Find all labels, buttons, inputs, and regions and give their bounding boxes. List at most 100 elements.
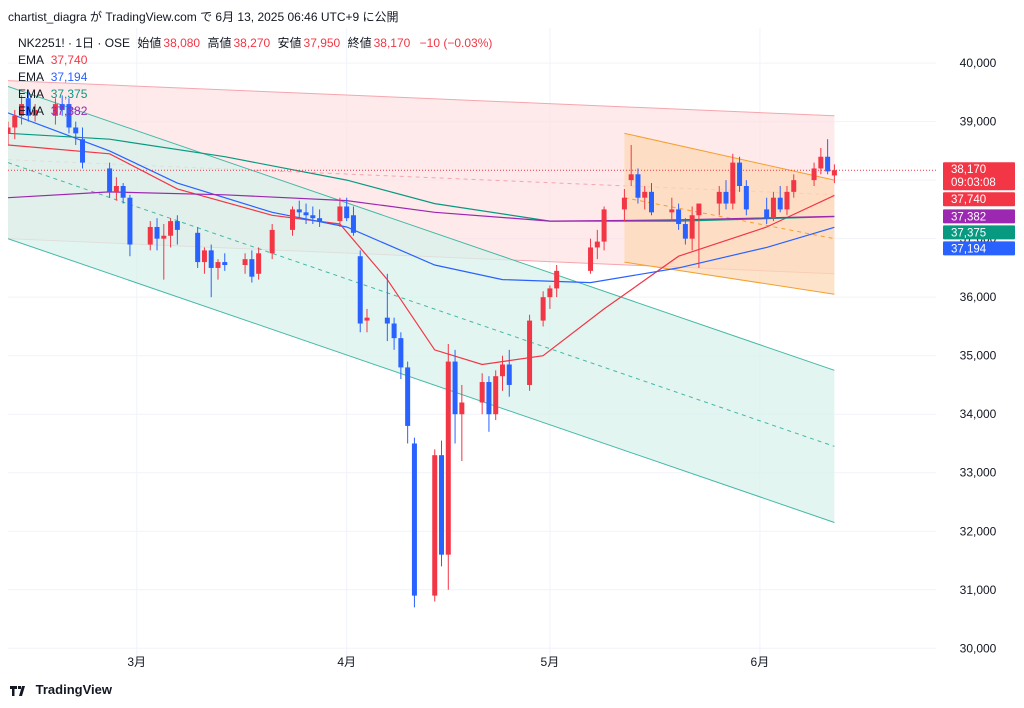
candle-down[interactable]: [391, 323, 397, 339]
candle-up[interactable]: [601, 209, 607, 242]
candle-down[interactable]: [208, 250, 214, 268]
candle-up[interactable]: [628, 174, 634, 181]
candle-down[interactable]: [222, 262, 228, 265]
candle-up[interactable]: [547, 288, 553, 298]
candle-up[interactable]: [337, 206, 343, 222]
candle-down[interactable]: [486, 382, 492, 415]
candle-up[interactable]: [215, 262, 221, 268]
candle-up[interactable]: [242, 259, 248, 265]
candle-up[interactable]: [113, 186, 119, 192]
candle-down[interactable]: [764, 209, 770, 219]
candle-up[interactable]: [445, 361, 451, 555]
candle-down[interactable]: [120, 186, 126, 198]
candle-up[interactable]: [168, 221, 174, 236]
candle-up[interactable]: [364, 317, 370, 321]
chart-frame[interactable]: 30,000 31,000 32,000 33,000 34,000 35,000 36,0…: [5, 28, 1016, 676]
candle-down[interactable]: [649, 191, 655, 213]
candle-up[interactable]: [811, 168, 817, 181]
candle-down[interactable]: [303, 212, 309, 216]
candle-up[interactable]: [588, 247, 594, 271]
candle-down[interactable]: [357, 256, 363, 324]
candle-down[interactable]: [398, 338, 404, 368]
candle-down[interactable]: [107, 168, 113, 192]
candle-down[interactable]: [682, 224, 688, 239]
candle-up[interactable]: [784, 191, 790, 210]
candle-down[interactable]: [344, 206, 350, 219]
candle-down[interactable]: [723, 191, 729, 204]
ema-line-2: [7, 112, 835, 284]
candle-up[interactable]: [696, 203, 702, 216]
candle-down[interactable]: [195, 232, 201, 263]
candle-up[interactable]: [594, 241, 600, 248]
y-tick-label: 35,000: [960, 349, 997, 363]
candle-up[interactable]: [669, 209, 675, 213]
orange-channel-upper-line: [624, 132, 835, 181]
candle-down[interactable]: [777, 197, 783, 210]
candle-up[interactable]: [554, 270, 560, 289]
candle-up[interactable]: [818, 156, 824, 169]
symbol-label[interactable]: NK2251! · 1日 · OSE: [18, 36, 131, 50]
candle-up[interactable]: [716, 191, 722, 204]
ema-row-2[interactable]: EMA 37,194: [18, 69, 492, 86]
candle-up[interactable]: [499, 364, 505, 377]
candle-down[interactable]: [452, 361, 458, 415]
ema-line-4: [7, 191, 835, 222]
candle-up[interactable]: [642, 191, 648, 198]
tradingview-footer[interactable]: TradingView: [10, 682, 112, 700]
candle-up[interactable]: [5, 127, 11, 134]
candle-down[interactable]: [154, 226, 160, 239]
candle-up[interactable]: [459, 402, 465, 415]
candle-up[interactable]: [791, 180, 797, 192]
price-label-text: 37,375: [951, 227, 986, 239]
candle-down[interactable]: [80, 139, 86, 163]
candle-up[interactable]: [831, 170, 837, 176]
candle-down[interactable]: [317, 218, 323, 222]
candle-down[interactable]: [249, 259, 255, 277]
candle-down[interactable]: [825, 156, 831, 172]
candle-up[interactable]: [256, 253, 262, 274]
candle-up[interactable]: [432, 455, 438, 596]
candle-up[interactable]: [689, 215, 695, 239]
candle-down[interactable]: [25, 98, 31, 116]
candle-up[interactable]: [269, 229, 275, 254]
candle-up[interactable]: [32, 109, 38, 116]
candle-down[interactable]: [66, 104, 72, 128]
tradingview-logo-icon: [10, 685, 25, 696]
ema-row-1[interactable]: EMA 37,740: [18, 52, 492, 69]
candle-down[interactable]: [635, 174, 641, 198]
ema-row-4[interactable]: EMA 37,382: [18, 103, 492, 120]
candle-down[interactable]: [384, 317, 390, 324]
candle-down[interactable]: [59, 104, 65, 110]
candle-down[interactable]: [174, 221, 180, 230]
candle-down[interactable]: [737, 162, 743, 186]
candle-up[interactable]: [493, 376, 499, 415]
candle-up[interactable]: [289, 209, 295, 230]
candle-up[interactable]: [479, 382, 485, 403]
candle-up[interactable]: [527, 320, 533, 385]
candle-down[interactable]: [127, 197, 133, 245]
candle-up[interactable]: [540, 297, 546, 321]
candle-up[interactable]: [147, 226, 153, 245]
candle-down[interactable]: [310, 215, 316, 219]
candle-up[interactable]: [52, 104, 58, 116]
candle-up[interactable]: [621, 197, 627, 210]
candle-up[interactable]: [201, 250, 207, 263]
price-chart[interactable]: 30,000 31,000 32,000 33,000 34,000 35,000 36,0…: [5, 28, 1016, 676]
candle-down[interactable]: [73, 127, 79, 134]
candle-up[interactable]: [19, 104, 25, 116]
y-tick-label: 40,000: [960, 56, 997, 70]
candle-down[interactable]: [411, 443, 417, 596]
candle-down[interactable]: [439, 455, 445, 555]
candle-down[interactable]: [506, 364, 512, 385]
candle-down[interactable]: [350, 215, 356, 233]
candle-up[interactable]: [161, 235, 167, 239]
candle-down[interactable]: [676, 209, 682, 225]
ema-row-3[interactable]: EMA 37,375: [18, 86, 492, 103]
candle-up[interactable]: [12, 115, 18, 128]
candle-up[interactable]: [730, 162, 736, 204]
candle-down[interactable]: [405, 367, 411, 426]
candle-down[interactable]: [296, 209, 302, 213]
candle-down[interactable]: [743, 186, 749, 210]
candle-up[interactable]: [770, 197, 776, 219]
ema-value: 37,194: [50, 70, 88, 84]
